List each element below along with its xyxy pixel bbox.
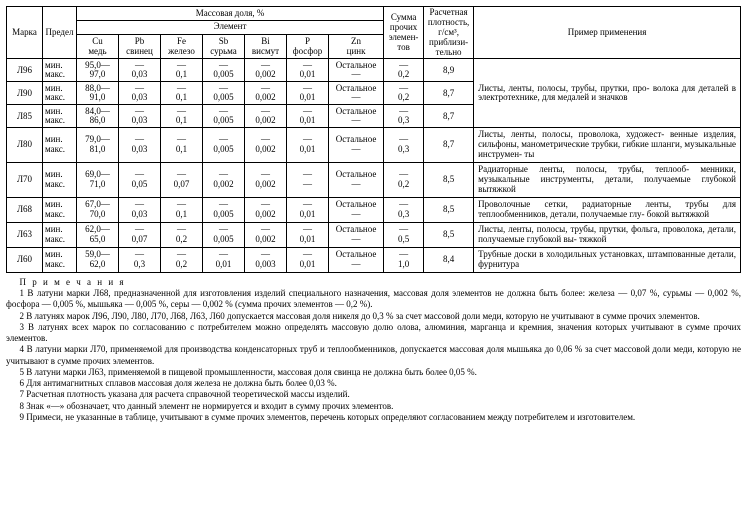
- notes-title: П р и м е ч а н и я: [6, 277, 741, 288]
- note-item: 1 В латуни марки Л68, предназначенной дл…: [6, 288, 741, 311]
- note-item: 5 В латуни марки Л63, применяемой в пище…: [6, 367, 741, 378]
- hdr-predel: Предел: [43, 7, 77, 59]
- application-cell: Радиаторные ленты, полосы, трубы, теплоо…: [474, 163, 741, 198]
- table-row: Л60мин.макс.59,0—62,0—0,3—0,2—0,01—0,003…: [7, 247, 741, 272]
- note-item: 8 Знак «—» обозначает, что данный элемен…: [6, 401, 741, 412]
- application-cell: Листы, ленты, полосы, проволока, художес…: [474, 128, 741, 163]
- hdr-col-fe: Feжелезо: [161, 34, 203, 59]
- note-item: 6 Для антимагнитных сплавов массовая дол…: [6, 378, 741, 389]
- hdr-sum: Сумма прочих элемен- тов: [384, 7, 424, 59]
- hdr-application: Пример применения: [474, 7, 741, 59]
- table-row: Л70мин.макс.69,0—71,0—0,05—0,07—0,002—0,…: [7, 163, 741, 198]
- hdr-col-pb: Pbсвинец: [119, 34, 161, 59]
- table-row: Л96мин.макс.95,0—97,0—0,03—0,1—0,005—0,0…: [7, 59, 741, 82]
- application-cell: Листы, ленты, полосы, трубы, прутки, про…: [474, 59, 741, 128]
- hdr-col-sb: Sbсурьма: [203, 34, 245, 59]
- hdr-col-zn: Znцинк: [329, 34, 384, 59]
- note-item: 4 В латуни марки Л70, применяемой для пр…: [6, 344, 741, 367]
- hdr-element: Элемент: [77, 20, 384, 34]
- hdr-massfrac: Массовая доля, %: [77, 7, 384, 21]
- hdr-col-bi: Biвисмут: [245, 34, 287, 59]
- brass-grades-table: Марка Предел Массовая доля, % Сумма проч…: [6, 6, 741, 273]
- notes-block: П р и м е ч а н и я 1 В латуни марки Л68…: [6, 277, 741, 423]
- application-cell: Трубные доски в холодильных установках, …: [474, 247, 741, 272]
- note-item: 7 Расчетная плотность указана для расчет…: [6, 389, 741, 400]
- note-item: 9 Примеси, не указанные в таблице, учиты…: [6, 412, 741, 423]
- note-item: 3 В латунях всех марок по согласованию с…: [6, 322, 741, 345]
- hdr-marka: Марка: [7, 7, 43, 59]
- table-row: Л80мин.макс.79,0—81,0—0,03—0,1—0,005—0,0…: [7, 128, 741, 163]
- hdr-col-p: Pфосфор: [287, 34, 329, 59]
- hdr-density: Расчетная плотность, г/см³, приблизи- те…: [424, 7, 474, 59]
- application-cell: Проволочные сетки, радиаторные ленты, тр…: [474, 197, 741, 222]
- hdr-col-cu: Cuмедь: [77, 34, 119, 59]
- application-cell: Листы, ленты, полосы, трубы, прутки, фол…: [474, 222, 741, 247]
- table-row: Л63мин.макс.62,0—65,0—0,07—0,2—0,005—0,0…: [7, 222, 741, 247]
- note-item: 2 В латунях марок Л96, Л90, Л80, Л70, Л6…: [6, 311, 741, 322]
- table-row: Л68мин.макс.67,0—70,0—0,03—0,1—0,005—0,0…: [7, 197, 741, 222]
